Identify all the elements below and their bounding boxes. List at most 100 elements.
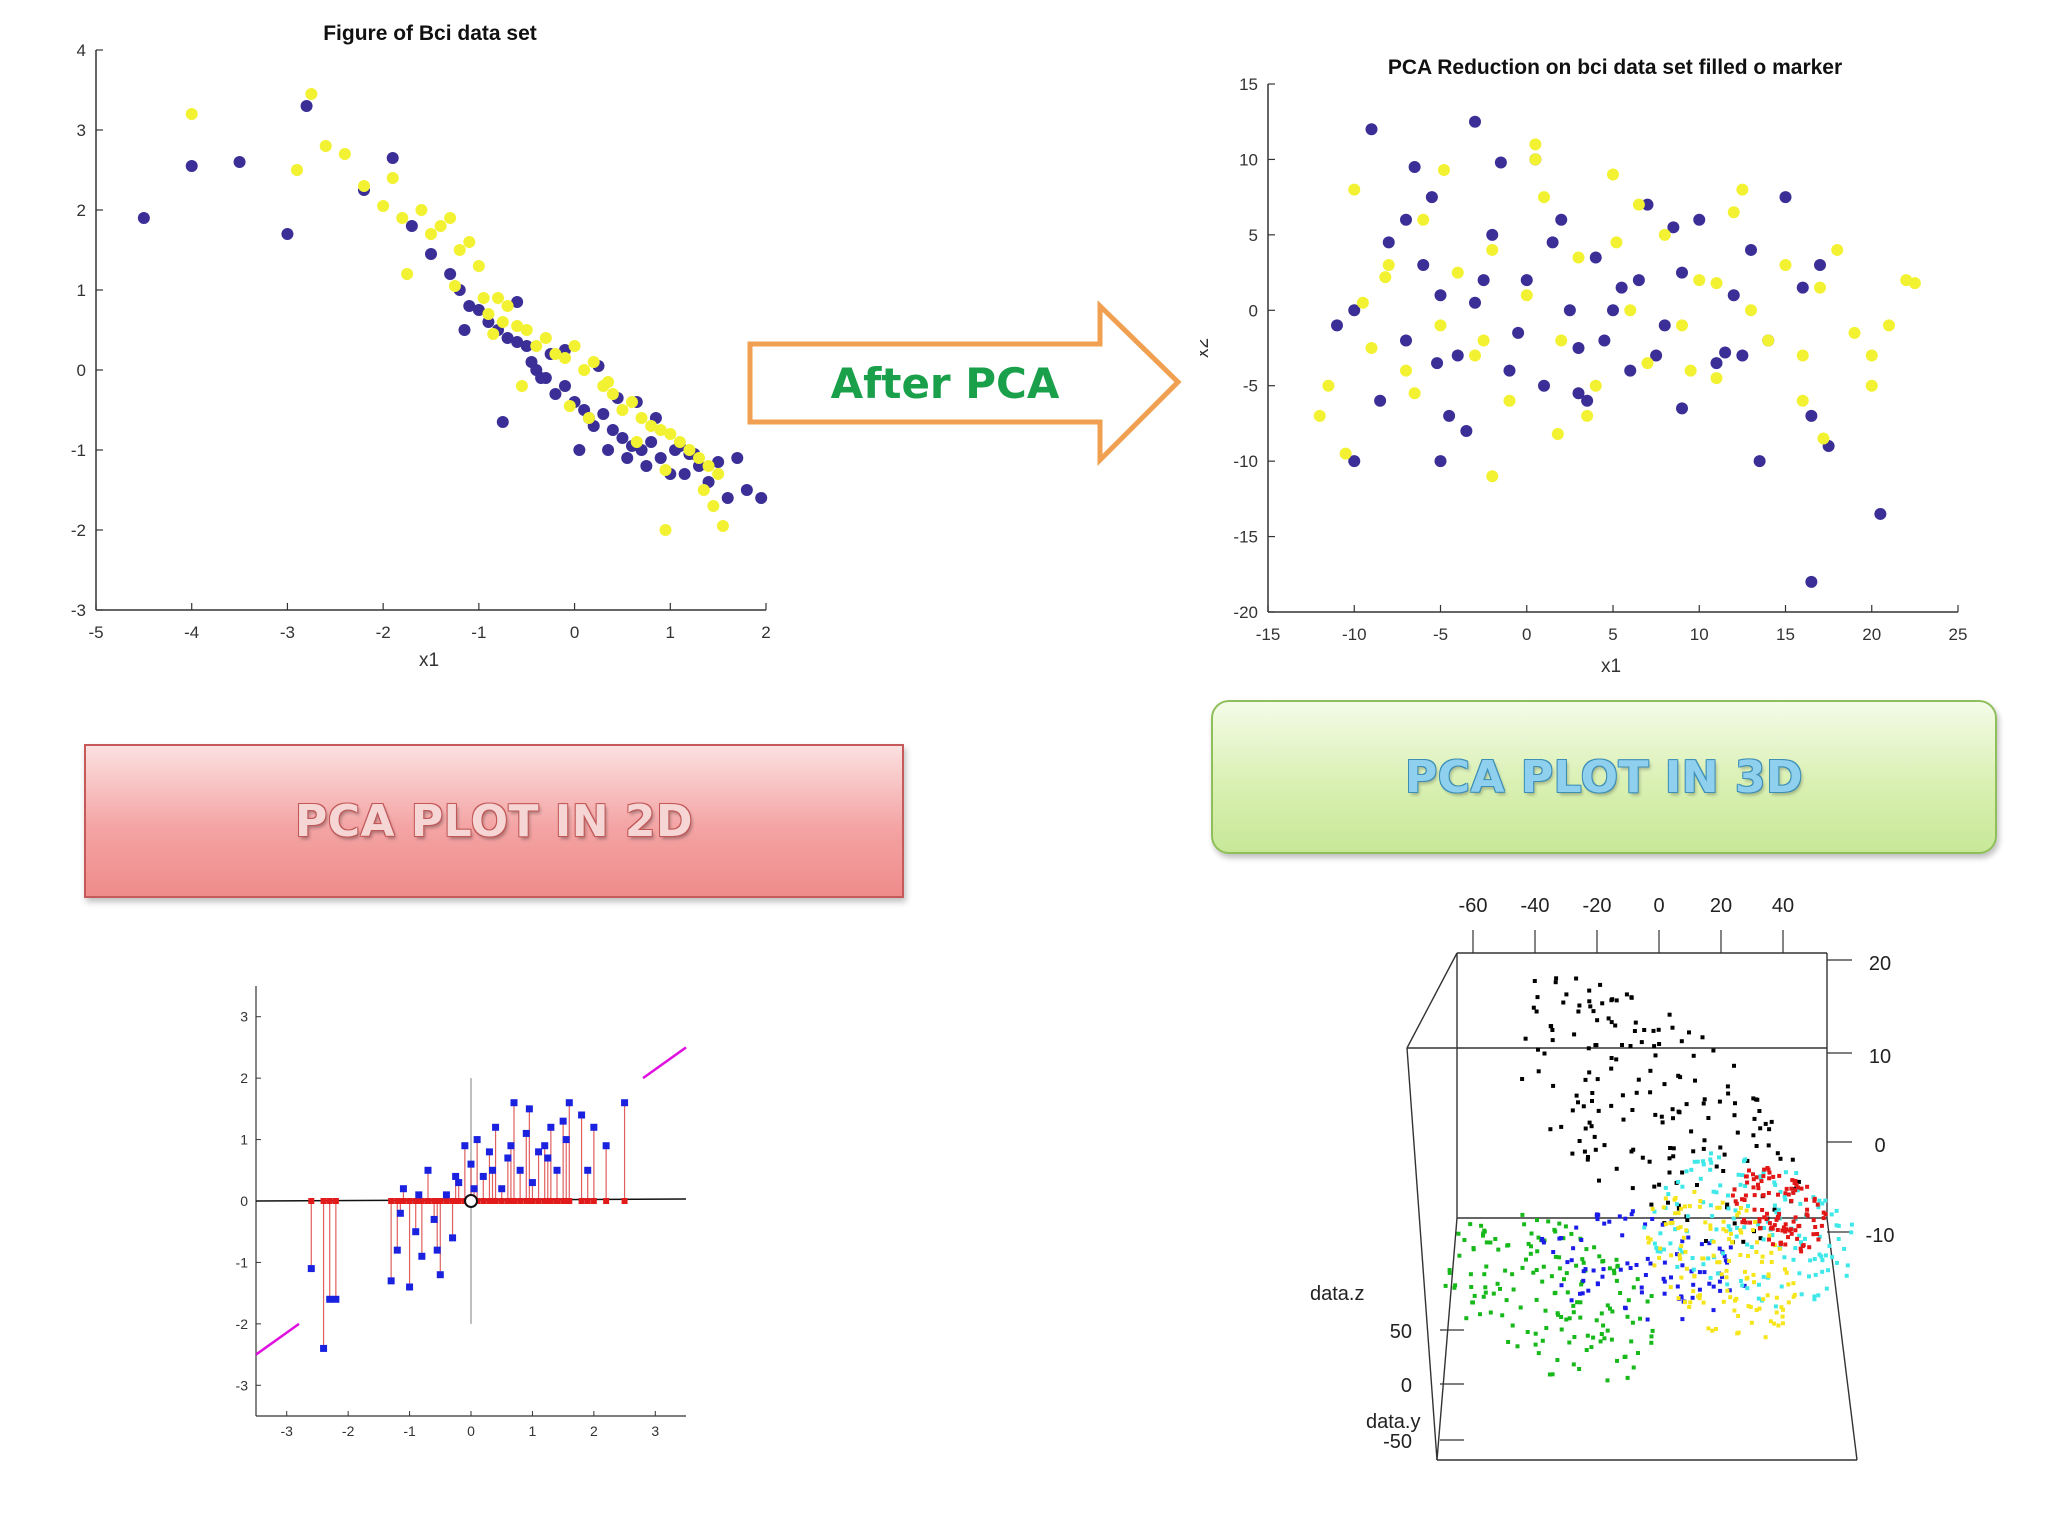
projected-point xyxy=(578,1198,585,1204)
point-yellow xyxy=(1714,1327,1718,1331)
point-blue xyxy=(1675,1284,1680,1289)
point-blue xyxy=(1728,1245,1733,1250)
z-axis-label: data.z xyxy=(1310,1283,1364,1305)
point-green xyxy=(1630,1320,1635,1325)
point-black xyxy=(1704,1239,1708,1243)
point-yellow xyxy=(1652,1263,1657,1268)
data-point-class-1 xyxy=(1805,409,1818,422)
data-point-class-1 xyxy=(1650,349,1663,362)
point-yellow xyxy=(1780,1314,1785,1319)
data-point-class-2 xyxy=(1382,259,1395,272)
point-yellow xyxy=(1739,1230,1744,1235)
point-black xyxy=(1718,1145,1723,1150)
data-point-class-1 xyxy=(1581,394,1594,407)
point-cyan xyxy=(1654,1245,1659,1250)
point-black xyxy=(1751,1133,1756,1138)
point-red xyxy=(1816,1237,1821,1242)
point-red xyxy=(1819,1223,1824,1228)
original-point xyxy=(470,1185,478,1193)
point-yellow xyxy=(1757,1306,1762,1311)
point-cyan xyxy=(1691,1267,1696,1272)
point-green xyxy=(1629,1339,1634,1344)
point-black xyxy=(1574,976,1579,981)
point-green xyxy=(1468,1222,1473,1227)
point-yellow xyxy=(1673,1211,1678,1216)
pca-plot-2d-button[interactable]: PCA PLOT IN 2D xyxy=(84,744,904,898)
original-point xyxy=(449,1234,457,1242)
point-cyan xyxy=(1793,1246,1798,1250)
pca-plot-3d-button[interactable]: PCA PLOT IN 3D xyxy=(1211,700,1997,854)
point-yellow xyxy=(1734,1296,1739,1301)
original-point xyxy=(332,1295,340,1303)
point-green xyxy=(1601,1323,1606,1328)
point-red xyxy=(1776,1192,1780,1197)
point-blue xyxy=(1571,1246,1576,1251)
original-point xyxy=(442,1191,450,1199)
point-yellow xyxy=(1679,1275,1684,1280)
point-green xyxy=(1543,1308,1548,1313)
data-point-class-2 xyxy=(1555,334,1568,347)
data-point-class-1 xyxy=(1348,304,1361,317)
point-blue xyxy=(1697,1270,1702,1275)
point-yellow xyxy=(1753,1220,1758,1224)
point-red xyxy=(1730,1193,1735,1198)
point-green xyxy=(1483,1290,1488,1295)
data-point-class-1 xyxy=(1434,289,1447,302)
point-yellow xyxy=(1708,1223,1713,1228)
point-black xyxy=(1726,1091,1731,1096)
point-cyan xyxy=(1714,1190,1719,1195)
y-tick-label: 1 xyxy=(77,281,86,300)
data-point-class-2 xyxy=(319,140,332,152)
point-yellow xyxy=(1646,1235,1650,1240)
point-cyan xyxy=(1836,1237,1841,1241)
point-black xyxy=(1523,1036,1528,1041)
data-point-class-1 xyxy=(1667,221,1680,234)
data-point-class-1 xyxy=(281,228,294,240)
point-cyan xyxy=(1692,1159,1697,1164)
point-green xyxy=(1578,1315,1583,1320)
point-cyan xyxy=(1812,1257,1817,1261)
point-green xyxy=(1531,1270,1536,1275)
point-green xyxy=(1528,1251,1533,1256)
point-cyan xyxy=(1701,1200,1706,1205)
projected-point xyxy=(415,1198,422,1204)
projected-point xyxy=(412,1198,419,1204)
point-black xyxy=(1628,1044,1633,1048)
point-green xyxy=(1599,1311,1604,1316)
data-point-class-1 xyxy=(1805,575,1818,588)
point-yellow xyxy=(1777,1246,1782,1251)
point-black xyxy=(1602,1143,1607,1148)
pca-plot-2d-label: PCA PLOT IN 2D xyxy=(294,795,693,847)
point-black xyxy=(1632,1029,1637,1033)
point-green xyxy=(1605,1328,1610,1333)
point-green xyxy=(1597,1254,1602,1259)
point-green xyxy=(1577,1367,1582,1371)
point-black xyxy=(1745,1158,1750,1163)
point-yellow xyxy=(1720,1200,1725,1205)
data-point-class-2 xyxy=(1865,349,1878,362)
point-green xyxy=(1557,1221,1562,1226)
data-point-class-2 xyxy=(683,444,696,456)
data-point-class-2 xyxy=(568,340,581,352)
point-black xyxy=(1536,1069,1541,1074)
point-black xyxy=(1722,1152,1727,1157)
point-black xyxy=(1535,995,1540,1000)
data-point-class-2 xyxy=(1589,379,1602,392)
point-cyan xyxy=(1820,1258,1825,1263)
point-blue xyxy=(1661,1276,1666,1281)
data-point-class-2 xyxy=(1451,266,1464,279)
data-point-class-2 xyxy=(1581,409,1594,422)
point-cyan xyxy=(1836,1223,1841,1228)
point-green xyxy=(1557,1266,1562,1271)
point-yellow xyxy=(1687,1305,1692,1309)
point-cyan xyxy=(1772,1203,1777,1208)
data-point-class-1 xyxy=(496,416,509,428)
point-black xyxy=(1620,1093,1625,1098)
point-cyan xyxy=(1668,1241,1673,1246)
data-point-class-1 xyxy=(1348,455,1361,468)
point-cyan xyxy=(1745,1286,1750,1291)
point-red xyxy=(1789,1231,1794,1236)
point-green xyxy=(1625,1375,1630,1380)
point-cyan xyxy=(1776,1207,1781,1212)
y-tick-label: 4 xyxy=(77,41,86,60)
